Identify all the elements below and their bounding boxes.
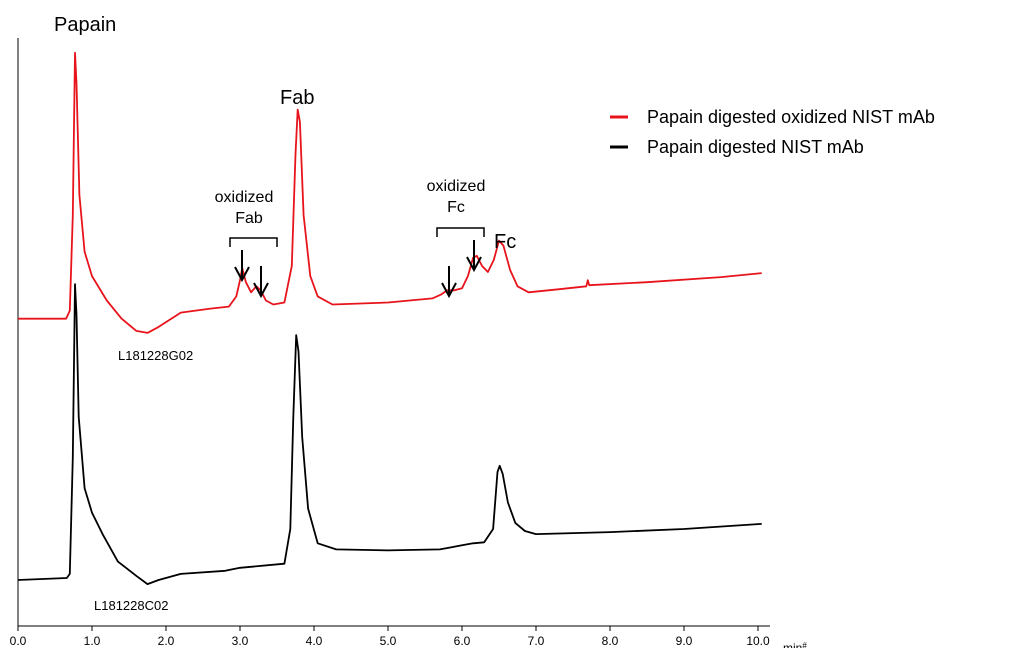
- arrow-oxidized-fab-2: [253, 266, 269, 299]
- bracket-oxidized-fab: [229, 237, 278, 247]
- trace-native: [17, 283, 762, 585]
- x-tick-label: 0.0: [10, 634, 27, 648]
- legend-label-oxidized: Papain digested oxidized NIST mAb: [647, 107, 935, 127]
- x-tick-label: 7.0: [528, 634, 545, 648]
- x-tick-label: 2.0: [158, 634, 175, 648]
- sample-label-oxidized: L181228G02: [118, 348, 193, 363]
- sample-label-native: L181228C02: [94, 598, 168, 613]
- arrow-oxidized-fc-2: [466, 240, 482, 273]
- arrow-oxidized-fab-1: [234, 250, 250, 283]
- x-ticks: 0.0 1.0 2.0 3.0 4.0 5.0 6.0 7.0 8.0 9.0 10.0: [10, 626, 770, 648]
- x-tick-label: 5.0: [380, 634, 397, 648]
- annotation-oxidized-fab-2: Fab: [235, 210, 263, 227]
- annotation-fc: Fc: [494, 231, 516, 253]
- x-tick-label: 9.0: [676, 634, 693, 648]
- traces: [17, 51, 762, 585]
- x-tick-label: 8.0: [602, 634, 619, 648]
- legend-label-native: Papain digested NIST mAb: [647, 137, 864, 157]
- x-tick-label: 4.0: [306, 634, 323, 648]
- x-tick-label: 10.0: [746, 634, 770, 648]
- annotation-papain: Papain: [54, 14, 116, 36]
- x-axis-unit: min#: [783, 641, 807, 648]
- annotation-oxidized-fc-1: oxidized: [427, 178, 486, 195]
- x-tick-label: 6.0: [454, 634, 471, 648]
- x-tick-label: 3.0: [232, 634, 249, 648]
- annotation-fab: Fab: [280, 87, 314, 109]
- legend: Papain digested oxidized NIST mAb Papain…: [610, 107, 935, 157]
- annotation-oxidized-fc-2: Fc: [447, 199, 465, 216]
- annotation-oxidized-fab-1: oxidized: [215, 189, 274, 206]
- x-tick-label: 1.0: [84, 634, 101, 648]
- arrow-oxidized-fc-1: [441, 266, 457, 299]
- trace-oxidized: [18, 51, 762, 334]
- bracket-oxidized-fc: [436, 227, 485, 237]
